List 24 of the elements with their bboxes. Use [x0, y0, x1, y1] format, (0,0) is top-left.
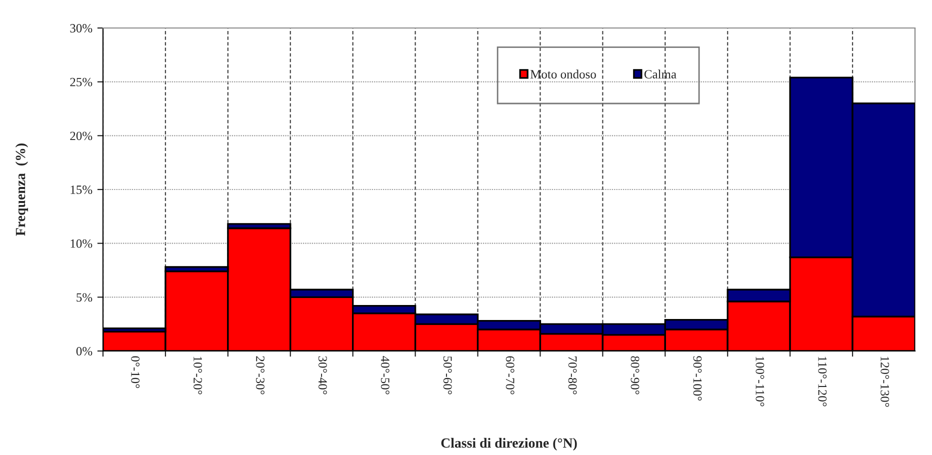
y-tick-label: 25%: [70, 78, 92, 86]
y-tick-label: 30%: [70, 24, 92, 32]
x-tick-label: 20°-30°: [256, 356, 264, 394]
x-tick-label: 80°-90°: [630, 356, 640, 394]
y-tick-label: 10%: [70, 239, 92, 248]
x-tick-label: 100°-110°: [756, 356, 764, 406]
x-tick-label: 70°-80°: [568, 356, 577, 394]
y-axis-title: Frequenza (%): [15, 144, 28, 236]
x-tick-label: 120°-130°: [880, 356, 890, 407]
x-tick-label: 10°-20°: [194, 356, 202, 394]
x-tick-label: 50°-60°: [443, 356, 452, 394]
x-tick-label: 110°-120°: [818, 356, 827, 406]
legend-label: Calma: [644, 70, 676, 78]
x-axis-title: Classi di direzione (°N): [441, 438, 577, 451]
x-tick-label: 90°-100°: [693, 356, 702, 401]
y-tick-label: 20%: [70, 132, 92, 140]
x-tick-label: 30°-40°: [318, 356, 327, 394]
y-tick-label: 15%: [70, 186, 92, 194]
y-tick-label: 0%: [76, 347, 92, 356]
legend-label: Moto ondoso: [530, 70, 596, 78]
y-tick-label: 5%: [76, 293, 92, 302]
x-tick-label: 40°-50°: [380, 356, 390, 394]
x-tick-label: 0°-10°: [131, 356, 140, 388]
x-tick-label: 60°-70°: [506, 356, 514, 394]
